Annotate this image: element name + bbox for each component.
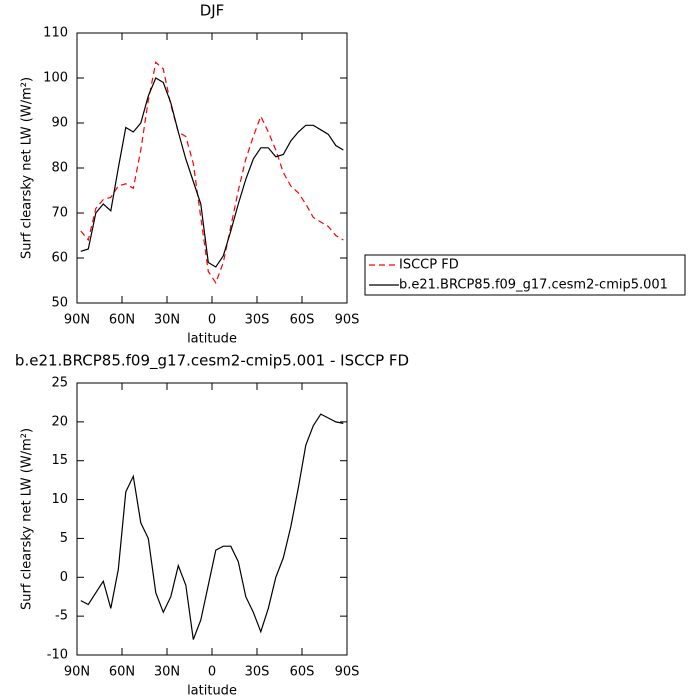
legend-label: b.e21.BRCP85.f09_g17.cesm2-cmip5.001: [399, 278, 668, 293]
plot-frame: [76, 382, 348, 656]
y-axis-label: Surf clearsky net LW (W/m²): [20, 428, 35, 610]
legend-label: ISCCP FD: [399, 258, 459, 273]
data-line: [80, 77, 344, 268]
x-tick-label: 30S: [245, 313, 270, 328]
y-tick-label: 20: [51, 414, 68, 429]
chart-title: b.e21.BRCP85.f09_g17.cesm2-cmip5.001 - I…: [15, 352, 409, 371]
y-tick-label: 10: [51, 492, 68, 507]
x-tick-label: 90N: [64, 313, 90, 328]
x-tick-label: 30N: [154, 313, 180, 328]
chart-title: DJF: [200, 2, 225, 20]
y-tick-label: 5: [60, 531, 68, 546]
x-tick-label: 30S: [245, 665, 270, 680]
y-tick-label: -10: [47, 648, 68, 663]
y-tick-label: 100: [43, 71, 68, 86]
y-tick-label: 110: [43, 26, 68, 41]
x-tick-label: 30N: [154, 665, 180, 680]
x-tick-label: 0: [208, 313, 216, 328]
y-tick-label: 60: [51, 251, 68, 266]
plot-frame: [76, 32, 348, 304]
x-tick-label: 60S: [290, 665, 315, 680]
data-line: [80, 413, 344, 640]
x-tick-label: 60N: [109, 313, 135, 328]
y-tick-label: 80: [51, 161, 68, 176]
y-tick-label: -5: [55, 609, 68, 624]
x-tick-label: 0: [208, 665, 216, 680]
x-tick-label: 90N: [64, 665, 90, 680]
x-tick-label: 90S: [335, 313, 360, 328]
y-tick-label: 15: [51, 453, 68, 468]
y-tick-label: 90: [51, 116, 68, 131]
y-tick-label: 25: [51, 376, 68, 391]
data-line: [80, 61, 344, 285]
x-axis-label: latitude: [187, 684, 237, 699]
y-tick-label: 0: [60, 570, 68, 585]
x-tick-label: 90S: [335, 665, 360, 680]
y-tick-label: 50: [51, 296, 68, 311]
y-tick-label: 70: [51, 206, 68, 221]
x-tick-label: 60S: [290, 313, 315, 328]
y-axis-label: Surf clearsky net LW (W/m²): [20, 77, 35, 259]
x-tick-label: 60N: [109, 665, 135, 680]
x-axis-label: latitude: [187, 332, 237, 347]
legend-box: [364, 254, 686, 296]
